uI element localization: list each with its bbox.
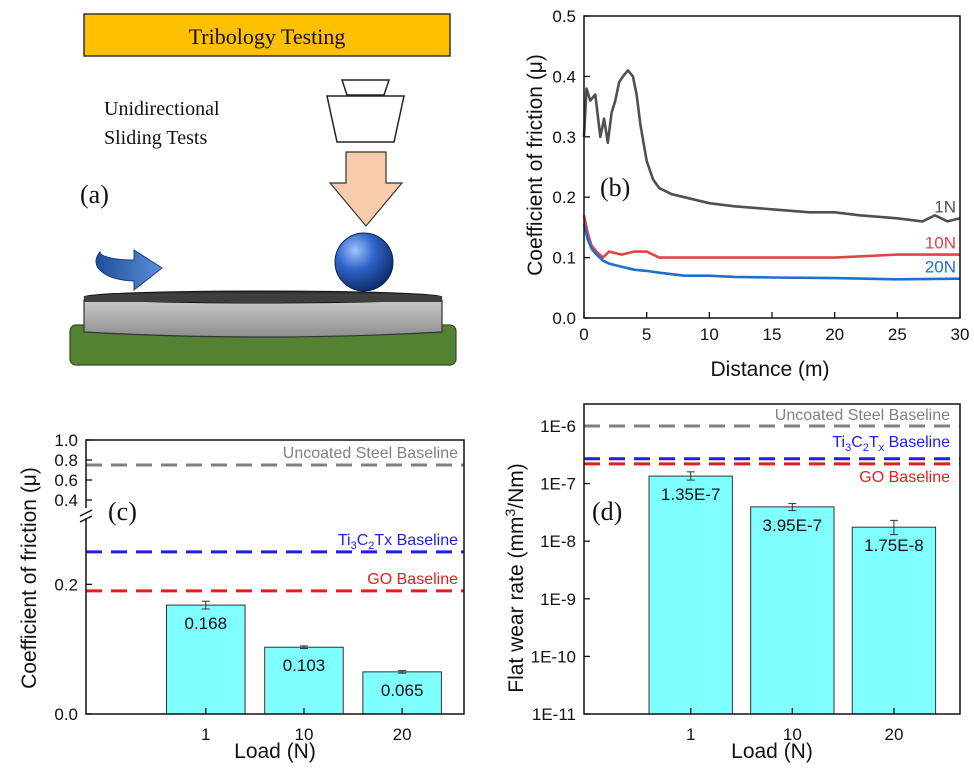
banner-title: Tribology Testing bbox=[189, 24, 346, 49]
panel-label-a: (a) bbox=[80, 180, 109, 209]
x-tick-label-b: 5 bbox=[642, 325, 651, 344]
y-tick-label-b: 0.1 bbox=[552, 249, 576, 268]
series-label-1N: 1N bbox=[934, 197, 956, 216]
x-axis-label-d: Load (N) bbox=[731, 740, 813, 763]
ball-icon bbox=[334, 232, 394, 292]
panel-a: Tribology Testing Unidirectional Sliding… bbox=[69, 13, 457, 366]
y-tick-label-c: 0.6 bbox=[54, 471, 78, 490]
y-tick-label-c: 0.2 bbox=[54, 575, 78, 594]
y-tick-label-b: 0.4 bbox=[552, 67, 576, 86]
value-label-10: 3.95E-7 bbox=[763, 516, 823, 535]
series-line-10N bbox=[582, 215, 960, 259]
y-tick-label-d: 1E-7 bbox=[540, 475, 576, 494]
bar-20 bbox=[851, 526, 937, 715]
baseline-label-d: Ti3C2Tx Baseline bbox=[832, 434, 950, 454]
x-tick-label-b: 10 bbox=[700, 325, 719, 344]
x-tick-label-c: 20 bbox=[393, 725, 412, 744]
baseline-label-c: Ti3C2Tx Baseline bbox=[338, 532, 458, 552]
plot-frame-b bbox=[583, 15, 961, 319]
panel-label-d: (d) bbox=[592, 497, 622, 526]
series-label-20N: 20N bbox=[925, 258, 956, 277]
x-tick-label-d: 10 bbox=[783, 725, 802, 744]
y-tick-label-d: 1E-9 bbox=[540, 590, 576, 609]
x-tick-label-b: 15 bbox=[763, 325, 782, 344]
value-label-1: 1.35E-7 bbox=[661, 485, 721, 504]
series-line-1N bbox=[582, 69, 961, 223]
panel-label-c: (c) bbox=[108, 497, 137, 526]
caption-line2: Sliding Tests bbox=[104, 127, 207, 149]
x-axis-label-b: Distance (m) bbox=[710, 358, 829, 381]
y-tick-label-d: 1E-11 bbox=[532, 705, 576, 724]
x-axis-label-c: Load (N) bbox=[234, 740, 316, 763]
y-tick-label-d: 1E-8 bbox=[540, 532, 576, 551]
y-tick-label-c: 0.4 bbox=[54, 491, 78, 510]
coating-edge bbox=[84, 296, 442, 302]
y-tick-label-b: 0.3 bbox=[552, 128, 576, 147]
y-tick-label-d: 1E-10 bbox=[531, 647, 576, 666]
disk bbox=[83, 299, 443, 338]
load-arrow-icon bbox=[328, 151, 404, 227]
x-tick-label-c: 10 bbox=[295, 725, 314, 744]
panel-label-b: (b) bbox=[600, 173, 630, 202]
bar-10 bbox=[264, 646, 344, 715]
y-axis-label-d: Flat wear rate (mm3/Nm) bbox=[502, 463, 528, 693]
panel-b: (b) Distance (m) Coefficient of friction… bbox=[524, 7, 969, 381]
series-line-20N bbox=[582, 224, 961, 281]
value-label-10: 0.103 bbox=[283, 656, 326, 675]
baseline-label-c: GO Baseline bbox=[367, 571, 458, 588]
caption-line1: Unidirectional bbox=[104, 98, 220, 120]
x-tick-label-b: 30 bbox=[951, 325, 970, 344]
x-tick-label-d: 20 bbox=[884, 725, 903, 744]
x-tick-label-c: 1 bbox=[201, 725, 210, 744]
series-label-10N: 10N bbox=[925, 234, 956, 253]
panel-c: (c) Load (N) Coefficient of friction (μ)… bbox=[18, 431, 465, 763]
y-tick-label-c: 1.0 bbox=[54, 431, 78, 450]
baseline-label-d: GO Baseline bbox=[859, 469, 950, 486]
x-tick-label-d: 1 bbox=[686, 725, 695, 744]
bar-20 bbox=[362, 671, 442, 715]
axis-break-mark bbox=[79, 508, 93, 523]
plot-frame-c bbox=[85, 439, 465, 715]
banner-box bbox=[83, 13, 451, 57]
bar-10 bbox=[750, 506, 835, 715]
x-tick-label-b: 0 bbox=[579, 325, 588, 344]
value-label-20: 0.065 bbox=[381, 681, 424, 700]
y-tick-label-c: 0.0 bbox=[54, 705, 78, 724]
bar-1 bbox=[166, 604, 246, 715]
value-label-20: 1.75E-8 bbox=[864, 536, 924, 555]
y-tick-label-b: 0.5 bbox=[552, 7, 576, 26]
bar-1 bbox=[648, 475, 733, 715]
rotation-arrow-icon bbox=[95, 249, 163, 292]
tribometer-pin-icon bbox=[326, 79, 405, 143]
value-label-1: 0.168 bbox=[185, 614, 228, 633]
x-tick-label-b: 25 bbox=[888, 325, 907, 344]
panel-d: (d) Load (N) Flat wear rate (mm3/Nm) 1E-… bbox=[502, 403, 961, 763]
plot-frame-d bbox=[583, 403, 961, 715]
y-tick-label-c: 0.8 bbox=[54, 451, 78, 470]
y-axis-label-b: Coefficient of friction (μ) bbox=[524, 54, 547, 276]
y-tick-label-d: 1E-6 bbox=[540, 417, 576, 436]
baseline-label-c: Uncoated Steel Baseline bbox=[283, 445, 458, 462]
x-tick-label-b: 20 bbox=[825, 325, 844, 344]
y-tick-label-b: 0.0 bbox=[552, 309, 576, 328]
y-tick-label-b: 0.2 bbox=[552, 188, 576, 207]
y-axis-label-c: Coefficient of friction (μ) bbox=[18, 467, 41, 689]
baseline-label-d: Uncoated Steel Baseline bbox=[775, 407, 950, 424]
